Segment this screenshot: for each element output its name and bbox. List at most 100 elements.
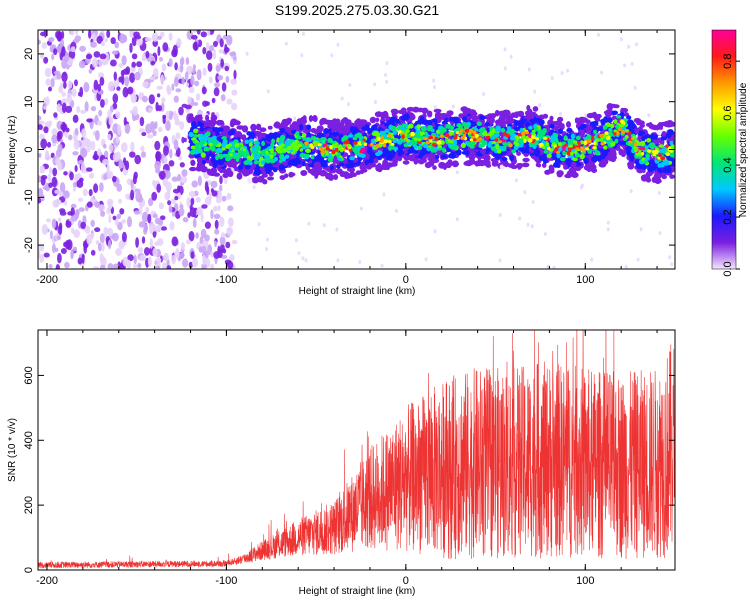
ridge-blob [259,166,265,172]
noise-blob [122,86,129,98]
noise-blob [191,180,198,188]
ridge-blob [547,146,551,151]
ridge-blob [538,154,546,161]
noise-blob [90,219,95,227]
noise-blob [348,83,352,87]
ridge-blob [244,164,251,170]
ridge-blob [434,113,440,120]
ridge-blob [408,154,416,162]
ridge-blob [251,146,256,151]
noise-blob [59,38,65,49]
ridge-blob [320,150,325,155]
ridge-blob [500,150,507,155]
ridge-blob [439,134,445,138]
noise-blob [72,246,78,252]
noise-blob [164,170,171,180]
noise-blob [584,113,588,118]
ridge-blob [227,130,233,136]
noise-blob [118,240,125,250]
noise-blob [64,200,68,206]
ridge-blob [235,131,243,137]
colorbar-tick-label: 0.2 [722,209,734,224]
noise-blob [189,190,196,198]
ridge-blob [570,133,576,139]
ridge-blob [306,124,312,130]
noise-blob [130,189,135,201]
ridge-blob [365,154,370,160]
ridge-blob [615,124,620,129]
ridge-blob [257,134,263,141]
noise-blob [252,185,256,190]
noise-blob [199,236,204,244]
ridge-blob [622,125,626,131]
noise-blob [46,218,51,223]
noise-blob [107,200,113,210]
ridge-blob [538,142,544,147]
ridge-blob [484,122,491,127]
noise-blob [53,112,58,118]
noise-blob [503,66,507,71]
noise-blob [550,76,554,81]
noise-blob [63,171,68,176]
noise-blob [138,128,146,133]
colorbar: 0.00.20.40.60.8 Normalized spectral ampl… [711,29,749,277]
noise-blob [155,151,162,162]
ridge-blob [232,160,238,166]
noise-blob [265,237,269,242]
noise-blob [658,231,662,236]
noise-blob [523,190,527,195]
noise-blob [90,41,97,48]
noise-blob [131,61,136,68]
ridge-blob [293,146,297,151]
ridge-blob [299,148,303,152]
x-tick-label: -200 [36,274,58,286]
ridge-blob [189,166,197,172]
ridge-blob [479,115,486,121]
ridge-blob [494,132,500,138]
ridge-blob [207,170,214,176]
ridge-blob [383,139,389,144]
ridge-blob [380,135,384,140]
ridge-blob [518,138,524,144]
noise-blob [560,71,564,75]
colorbar-ticks: 0.00.20.40.60.8 [722,54,740,277]
ridge-blob [558,146,563,152]
noise-blob [73,229,80,238]
noise-blob [630,61,634,66]
ridge-blob [227,170,234,177]
spectrogram-x-label: Height of straight line (km) [299,286,416,297]
ridge-blob [210,146,215,150]
ridge-blob [195,142,200,147]
noise-blob [217,205,221,212]
noise-blob [172,211,176,217]
ridge-blob [341,137,345,143]
noise-blob [174,113,179,121]
noise-blob [82,137,90,146]
noise-blob [98,109,103,117]
ridge-blob [222,125,230,131]
noise-blob [85,53,93,60]
ridge-blob [577,141,581,146]
ridge-blob [215,155,219,161]
noise-blob [127,86,134,95]
noise-blob [169,221,175,231]
noise-blob [47,173,52,182]
ridge-blob [523,138,527,143]
x-tick-label: 0 [403,575,409,587]
ridge-blob [432,165,437,170]
noise-blob [211,97,216,104]
ridge-blob [489,130,494,136]
noise-blob [154,226,161,233]
ridge-blob [305,153,310,158]
ridge-blob [189,113,194,118]
ridge-blob [518,120,526,125]
ridge-blob [650,133,655,140]
noise-blob [55,264,60,269]
ridge-blob [567,147,572,152]
noise-blob [95,130,100,141]
noise-blob [112,175,117,183]
ridge-blob [440,127,446,133]
ridge-blob [363,142,368,146]
noise-blob [67,134,73,141]
